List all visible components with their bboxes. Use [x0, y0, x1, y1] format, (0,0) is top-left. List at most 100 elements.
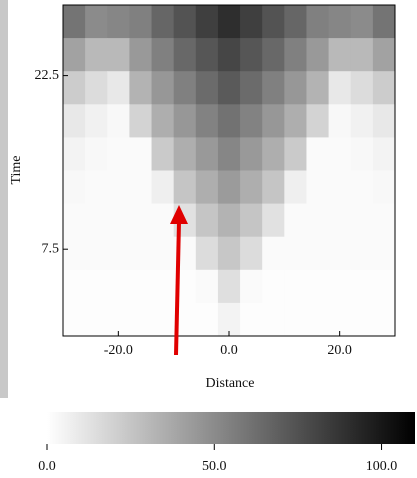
heat-cell — [284, 104, 307, 138]
heat-cell — [284, 170, 307, 205]
heat-cell — [129, 104, 153, 138]
heat-cell — [85, 236, 108, 271]
heat-cell — [63, 5, 86, 39]
heat-cell — [372, 269, 396, 304]
heat-cell — [328, 236, 352, 271]
heat-cell — [372, 71, 396, 105]
colorbar-tick-label: 100.0 — [366, 459, 398, 474]
heat-cell — [350, 170, 374, 205]
plot-frame — [62, 4, 396, 337]
y-axis-label: Time — [9, 155, 24, 184]
heat-cell — [372, 203, 396, 238]
heat-cell — [63, 236, 86, 271]
y-tick-label: 7.5 — [42, 241, 60, 256]
heat-cell — [63, 203, 86, 238]
heat-cell — [284, 38, 307, 72]
heat-cell — [195, 137, 219, 171]
heat-cell — [151, 236, 175, 271]
heat-cell — [262, 170, 285, 205]
heat-cell — [372, 38, 396, 72]
heat-cell — [63, 170, 86, 205]
heat-cell — [328, 170, 352, 205]
heat-cell — [129, 269, 153, 304]
heat-cell — [195, 302, 219, 337]
heat-cell — [328, 104, 352, 138]
heat-cell — [306, 170, 330, 205]
heat-cell — [151, 203, 175, 238]
heat-cell — [107, 5, 130, 39]
heat-cell — [372, 302, 396, 337]
heat-cell — [195, 236, 219, 271]
heat-cell — [151, 38, 175, 72]
heat-cell — [372, 236, 396, 271]
heat-cell — [217, 203, 241, 238]
heat-cell — [240, 269, 263, 304]
heat-cell — [306, 269, 330, 304]
heat-cell — [107, 203, 130, 238]
heat-cell — [262, 236, 285, 271]
heat-cell — [85, 5, 108, 39]
heat-cell — [262, 104, 285, 138]
heat-cell — [350, 269, 374, 304]
heat-cell — [350, 5, 374, 39]
x-axis-label: Distance — [206, 376, 255, 391]
heat-cell — [262, 302, 285, 337]
heat-cell — [284, 236, 307, 271]
heat-cell — [85, 302, 108, 337]
heat-cell — [306, 203, 330, 238]
heat-cell — [217, 302, 241, 337]
heat-cell — [217, 5, 241, 39]
heat-cell — [284, 203, 307, 238]
heat-cell — [240, 38, 263, 72]
heat-cell — [217, 236, 241, 271]
heat-cell — [328, 137, 352, 171]
heat-cell — [107, 170, 130, 205]
heat-cell — [284, 302, 307, 337]
heat-cell — [129, 5, 153, 39]
heat-cell — [262, 38, 285, 72]
heat-cell — [328, 203, 352, 238]
heat-cell — [240, 71, 263, 105]
heat-cell — [240, 170, 263, 205]
heat-cell — [195, 170, 219, 205]
x-tick-label: 20.0 — [327, 343, 352, 358]
heat-cell — [173, 104, 197, 138]
heat-cell — [129, 137, 153, 171]
heat-cell — [372, 5, 396, 39]
heat-cell — [129, 38, 153, 72]
heat-cell — [240, 5, 263, 39]
x-tick-label: -20.0 — [104, 343, 133, 358]
heat-cell — [195, 5, 219, 39]
heat-cell — [63, 104, 86, 138]
heat-cell — [195, 104, 219, 138]
heat-cell — [262, 269, 285, 304]
heat-cell — [262, 137, 285, 171]
heat-cell — [306, 104, 330, 138]
heat-cell — [284, 137, 307, 171]
heat-cell — [240, 302, 263, 337]
heat-cell — [328, 71, 352, 105]
colorbar — [47, 412, 415, 444]
heat-cell — [107, 236, 130, 271]
heat-cell — [262, 5, 285, 39]
heat-cell — [129, 236, 153, 271]
heat-cell — [372, 137, 396, 171]
heat-cell — [195, 71, 219, 105]
heat-cell — [350, 71, 374, 105]
heat-cell — [107, 71, 130, 105]
heat-cell — [63, 269, 86, 304]
heat-cell — [306, 302, 330, 337]
colorbar-tick-label: 0.0 — [38, 459, 56, 474]
heat-cell — [107, 137, 130, 171]
heat-cell — [151, 302, 175, 337]
heat-cell — [107, 269, 130, 304]
heat-cell — [217, 104, 241, 138]
heat-cell — [350, 302, 374, 337]
heat-cell — [240, 236, 263, 271]
heat-cell — [240, 104, 263, 138]
heat-cell — [328, 269, 352, 304]
x-tick-label: 0.0 — [220, 343, 238, 358]
heat-cell — [306, 38, 330, 72]
heat-cell — [284, 5, 307, 39]
